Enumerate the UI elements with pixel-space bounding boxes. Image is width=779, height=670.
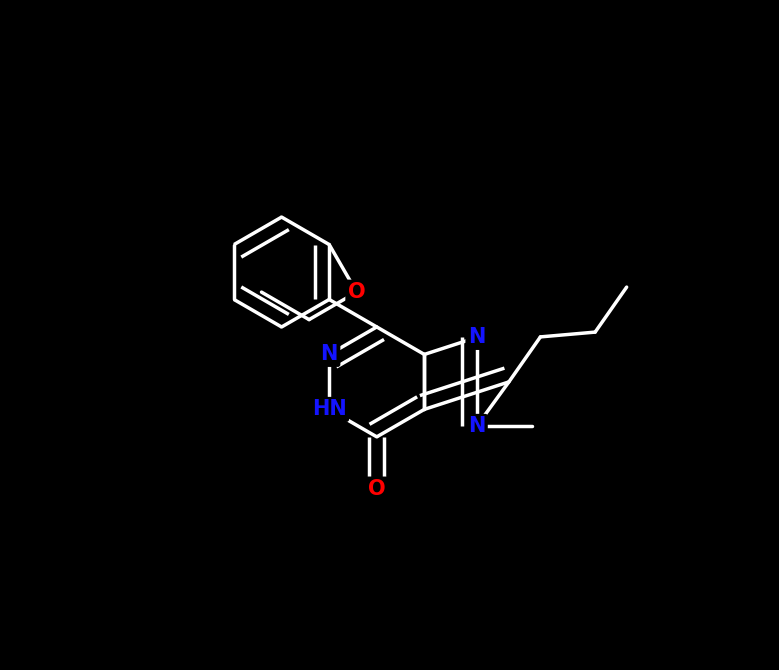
Text: N: N <box>320 344 338 364</box>
Text: O: O <box>348 282 365 302</box>
Text: O: O <box>368 479 386 499</box>
Text: N: N <box>468 328 485 348</box>
Text: HN: HN <box>312 399 347 419</box>
Text: N: N <box>468 416 485 436</box>
